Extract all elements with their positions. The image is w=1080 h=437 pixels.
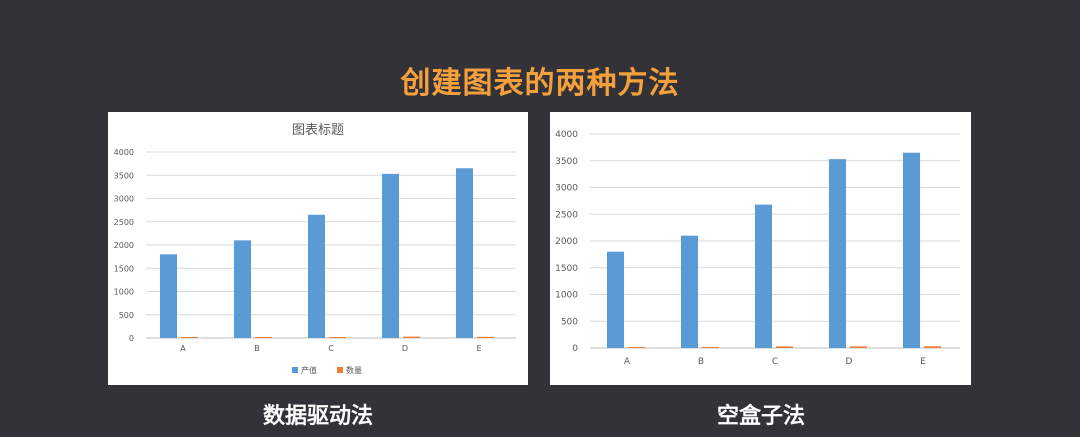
x-tick-label: C bbox=[772, 357, 778, 367]
y-tick-label: 500 bbox=[119, 311, 134, 320]
bar-series-1-b bbox=[681, 235, 698, 348]
y-tick-label: 0 bbox=[129, 334, 134, 343]
bar-series-1-d bbox=[382, 173, 399, 338]
y-tick-label: 3000 bbox=[555, 184, 578, 194]
bar-series-1-b bbox=[234, 240, 251, 338]
y-tick-label: 4000 bbox=[114, 148, 134, 157]
chart-title: 图表标题 bbox=[292, 123, 344, 138]
legend-label: 数量 bbox=[346, 365, 362, 375]
bar-series-1-c bbox=[755, 204, 772, 348]
x-tick-label: A bbox=[624, 357, 631, 367]
page-title: 创建图表的两种方法 bbox=[400, 66, 680, 101]
y-tick-label: 2500 bbox=[114, 218, 134, 227]
bar-series-1-a bbox=[607, 251, 624, 348]
bar-series-1-a bbox=[160, 254, 177, 338]
x-tick-label: B bbox=[254, 344, 260, 353]
bar-series-2-c bbox=[776, 346, 793, 348]
bar-series-2-d bbox=[850, 346, 867, 348]
bar-series-2-a bbox=[628, 347, 645, 348]
legend-label: 产值 bbox=[301, 365, 317, 375]
x-tick-label: D bbox=[846, 357, 853, 367]
bar-series-2-e bbox=[477, 336, 494, 338]
bar-series-2-e bbox=[924, 346, 941, 348]
bar-series-1-d bbox=[829, 159, 846, 348]
y-tick-label: 0 bbox=[572, 344, 578, 354]
y-tick-label: 500 bbox=[561, 317, 578, 327]
y-tick-label: 3000 bbox=[114, 195, 134, 204]
y-tick-label: 1000 bbox=[555, 291, 578, 301]
x-tick-label: C bbox=[328, 344, 334, 353]
y-tick-label: 2500 bbox=[555, 210, 578, 220]
legend-swatch bbox=[292, 367, 298, 373]
y-tick-label: 1000 bbox=[114, 288, 134, 297]
bar-chart-empty-box: 0 500 1000 1500 2000 2500 3000 3500 4000 A B C D E bbox=[555, 130, 960, 367]
x-tick-label: D bbox=[402, 344, 408, 353]
bar-series-2-b bbox=[702, 347, 719, 348]
bar-series-2-c bbox=[329, 337, 346, 338]
bar-chart-data-driven: 图表标题 0 500 1000 1500 2000 2500 3000 3500 4000 A B C D… bbox=[114, 123, 516, 375]
bar-series-1-e bbox=[456, 168, 473, 338]
y-tick-label: 2000 bbox=[555, 237, 578, 247]
y-tick-label: 4000 bbox=[555, 130, 578, 140]
bar-series-2-b bbox=[255, 337, 272, 338]
y-tick-label: 2000 bbox=[114, 241, 134, 250]
y-tick-label: 1500 bbox=[555, 264, 578, 274]
caption-data-driven: 数据驱动法 bbox=[262, 404, 373, 429]
chart-panel-data-driven: 图表标题 0 500 1000 1500 2000 2500 3000 3500 4000 A B C D… bbox=[108, 112, 528, 385]
x-tick-label: E bbox=[920, 357, 926, 367]
caption-empty-box: 空盒子法 bbox=[716, 404, 805, 429]
chart-panel-empty-box: 0 500 1000 1500 2000 2500 3000 3500 4000 A B C D E bbox=[550, 112, 971, 385]
y-tick-label: 1500 bbox=[114, 264, 134, 273]
x-tick-label: B bbox=[698, 357, 704, 367]
bar-series-1-e bbox=[903, 152, 920, 348]
bar-series-2-d bbox=[403, 336, 420, 338]
y-tick-label: 3500 bbox=[555, 157, 578, 167]
bar-series-2-a bbox=[181, 337, 198, 338]
bar-series-1-c bbox=[308, 214, 325, 338]
x-tick-label: E bbox=[476, 344, 481, 353]
x-tick-label: A bbox=[180, 344, 186, 353]
y-tick-label: 3500 bbox=[114, 171, 134, 180]
legend-swatch bbox=[337, 367, 343, 373]
